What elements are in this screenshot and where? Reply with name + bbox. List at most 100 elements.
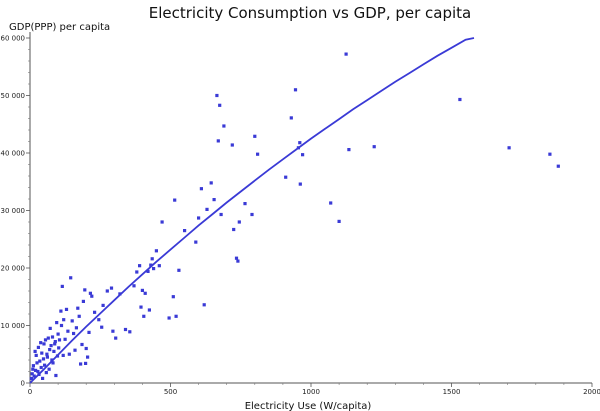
data-point — [70, 319, 74, 323]
data-point — [81, 299, 85, 303]
data-point — [157, 264, 161, 268]
data-point — [43, 338, 48, 342]
data-point — [77, 314, 81, 318]
data-point — [135, 270, 139, 274]
y-tick-label: 30 000 — [1, 207, 26, 215]
data-point — [212, 198, 216, 202]
data-point — [105, 289, 109, 293]
data-point — [41, 376, 45, 380]
data-point — [101, 303, 105, 307]
x-axis-label: Electricity Use (W/capita) — [245, 401, 372, 411]
data-point — [67, 352, 71, 356]
data-point — [97, 318, 101, 322]
y-tick-label: 0 — [21, 380, 25, 388]
data-point — [230, 143, 234, 147]
data-point — [83, 288, 87, 292]
data-point — [59, 323, 64, 328]
data-point — [76, 306, 80, 310]
data-point — [34, 353, 38, 357]
data-point — [183, 229, 187, 233]
data-point — [38, 359, 42, 363]
data-point — [209, 181, 213, 185]
data-point — [232, 227, 236, 232]
data-point — [174, 314, 178, 318]
data-point — [556, 164, 560, 168]
data-point — [171, 295, 175, 299]
data-point — [73, 348, 77, 352]
data-point — [36, 345, 40, 349]
data-point — [61, 353, 65, 357]
data-point — [337, 219, 341, 223]
data-point — [52, 349, 56, 353]
data-point — [197, 216, 201, 220]
data-point — [80, 342, 84, 347]
data-point — [50, 358, 54, 362]
y-tick-label: 40 000 — [1, 150, 26, 158]
data-point — [29, 376, 33, 380]
data-point — [45, 352, 49, 356]
data-point — [149, 263, 153, 267]
data-point — [150, 257, 154, 261]
data-point — [66, 329, 70, 333]
data-point — [289, 116, 293, 120]
data-point — [199, 187, 203, 191]
data-point — [39, 365, 43, 370]
data-point — [31, 364, 35, 368]
data-point — [253, 134, 257, 138]
data-point — [152, 267, 156, 271]
data-point — [507, 146, 511, 150]
data-point — [41, 357, 46, 361]
data-point — [222, 124, 226, 128]
y-tick-label: 10 000 — [1, 322, 26, 330]
data-point — [57, 338, 62, 342]
data-point — [43, 363, 47, 367]
data-point — [329, 201, 333, 205]
data-point — [146, 269, 150, 273]
data-point — [142, 314, 146, 318]
data-point — [34, 368, 38, 372]
data-point — [87, 330, 91, 334]
data-point — [60, 284, 64, 288]
data-point — [46, 336, 50, 340]
y-axis-label: GDP(PPP) per capita — [9, 22, 110, 33]
data-point — [293, 88, 298, 92]
data-point — [458, 97, 462, 102]
data-point — [215, 93, 219, 98]
data-point — [86, 355, 90, 359]
data-point — [243, 202, 247, 206]
data-point — [143, 291, 147, 295]
data-point — [139, 305, 143, 309]
y-tick-label: 20 000 — [1, 265, 26, 273]
data-point — [123, 327, 128, 332]
data-point — [36, 369, 40, 374]
fit-curve-layer — [29, 37, 475, 384]
data-point — [45, 355, 49, 359]
data-point — [51, 361, 55, 365]
data-point — [42, 342, 46, 346]
data-point — [39, 341, 43, 345]
data-point — [194, 240, 198, 244]
data-point — [35, 361, 39, 365]
data-point — [138, 264, 142, 268]
data-point — [53, 342, 57, 346]
data-point — [72, 331, 76, 336]
data-point — [64, 307, 69, 311]
y-tick-label: 50 000 — [1, 92, 26, 100]
data-point — [79, 362, 83, 366]
data-point — [32, 374, 36, 378]
data-point — [55, 354, 60, 358]
data-point — [301, 153, 305, 157]
data-point — [33, 349, 37, 353]
data-point — [50, 335, 55, 339]
data-point — [205, 207, 209, 211]
x-tick-label: 500 — [164, 388, 177, 396]
data-points-layer — [29, 52, 560, 380]
data-point — [69, 276, 73, 280]
data-point — [49, 344, 53, 348]
data-point — [167, 316, 171, 320]
data-point — [84, 346, 88, 351]
data-point — [218, 103, 222, 107]
data-point — [56, 332, 60, 336]
axes: 0 500 1000 1500 2000 0 10 000 20 000 30 000 40 00… — [1, 32, 600, 396]
data-point — [111, 329, 115, 333]
